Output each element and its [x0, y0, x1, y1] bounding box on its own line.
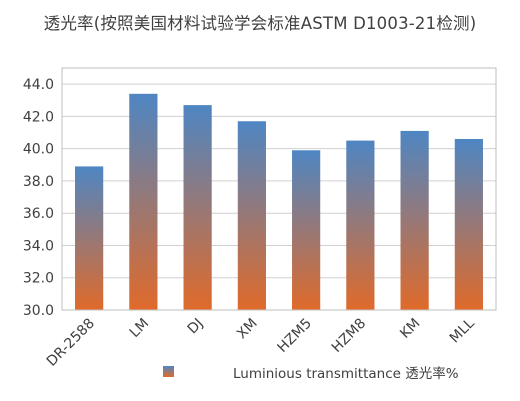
bar-dr-2588	[75, 166, 104, 310]
y-tick-label: 32.0	[23, 271, 54, 287]
y-tick-label: 30.0	[23, 303, 54, 319]
y-tick-label: 40.0	[23, 142, 54, 158]
chart-title: 透光率(按照美国材料试验学会标准ASTM D1003-21检测)	[43, 14, 477, 33]
x-tick-label: KM	[397, 316, 423, 342]
bar-mll	[454, 138, 483, 310]
x-tick-label: LM	[127, 316, 152, 341]
x-tick-label: HZM8	[329, 316, 369, 356]
x-tick-label: MLL	[447, 315, 478, 346]
x-tick-label: XM	[234, 316, 261, 343]
y-axis-ticks: 30.0 32.0 34.0 36.0 38.0 40.0 42.0 44.0	[23, 77, 54, 319]
bar-dj	[183, 105, 212, 311]
x-tick-label: DJ	[185, 316, 207, 338]
legend-label: Luminious transmittance 透光率%	[233, 366, 459, 382]
plot-frame	[61, 67, 497, 311]
bars	[75, 93, 483, 311]
y-tick-label: 34.0	[23, 238, 54, 254]
legend-swatch	[163, 366, 174, 377]
bar-lm	[129, 93, 158, 311]
bar-km	[400, 130, 429, 310]
bar-xm	[237, 121, 266, 311]
x-tick-label: HZM5	[275, 316, 315, 356]
bar-hzm5	[292, 150, 321, 310]
y-tick-label: 42.0	[23, 109, 54, 125]
y-tick-label: 44.0	[23, 77, 54, 93]
gridlines	[62, 83, 496, 311]
x-tick-label: DR-2588	[44, 316, 98, 370]
y-tick-label: 36.0	[23, 206, 54, 222]
y-tick-label: 38.0	[23, 174, 54, 190]
bar-hzm8	[346, 140, 375, 310]
